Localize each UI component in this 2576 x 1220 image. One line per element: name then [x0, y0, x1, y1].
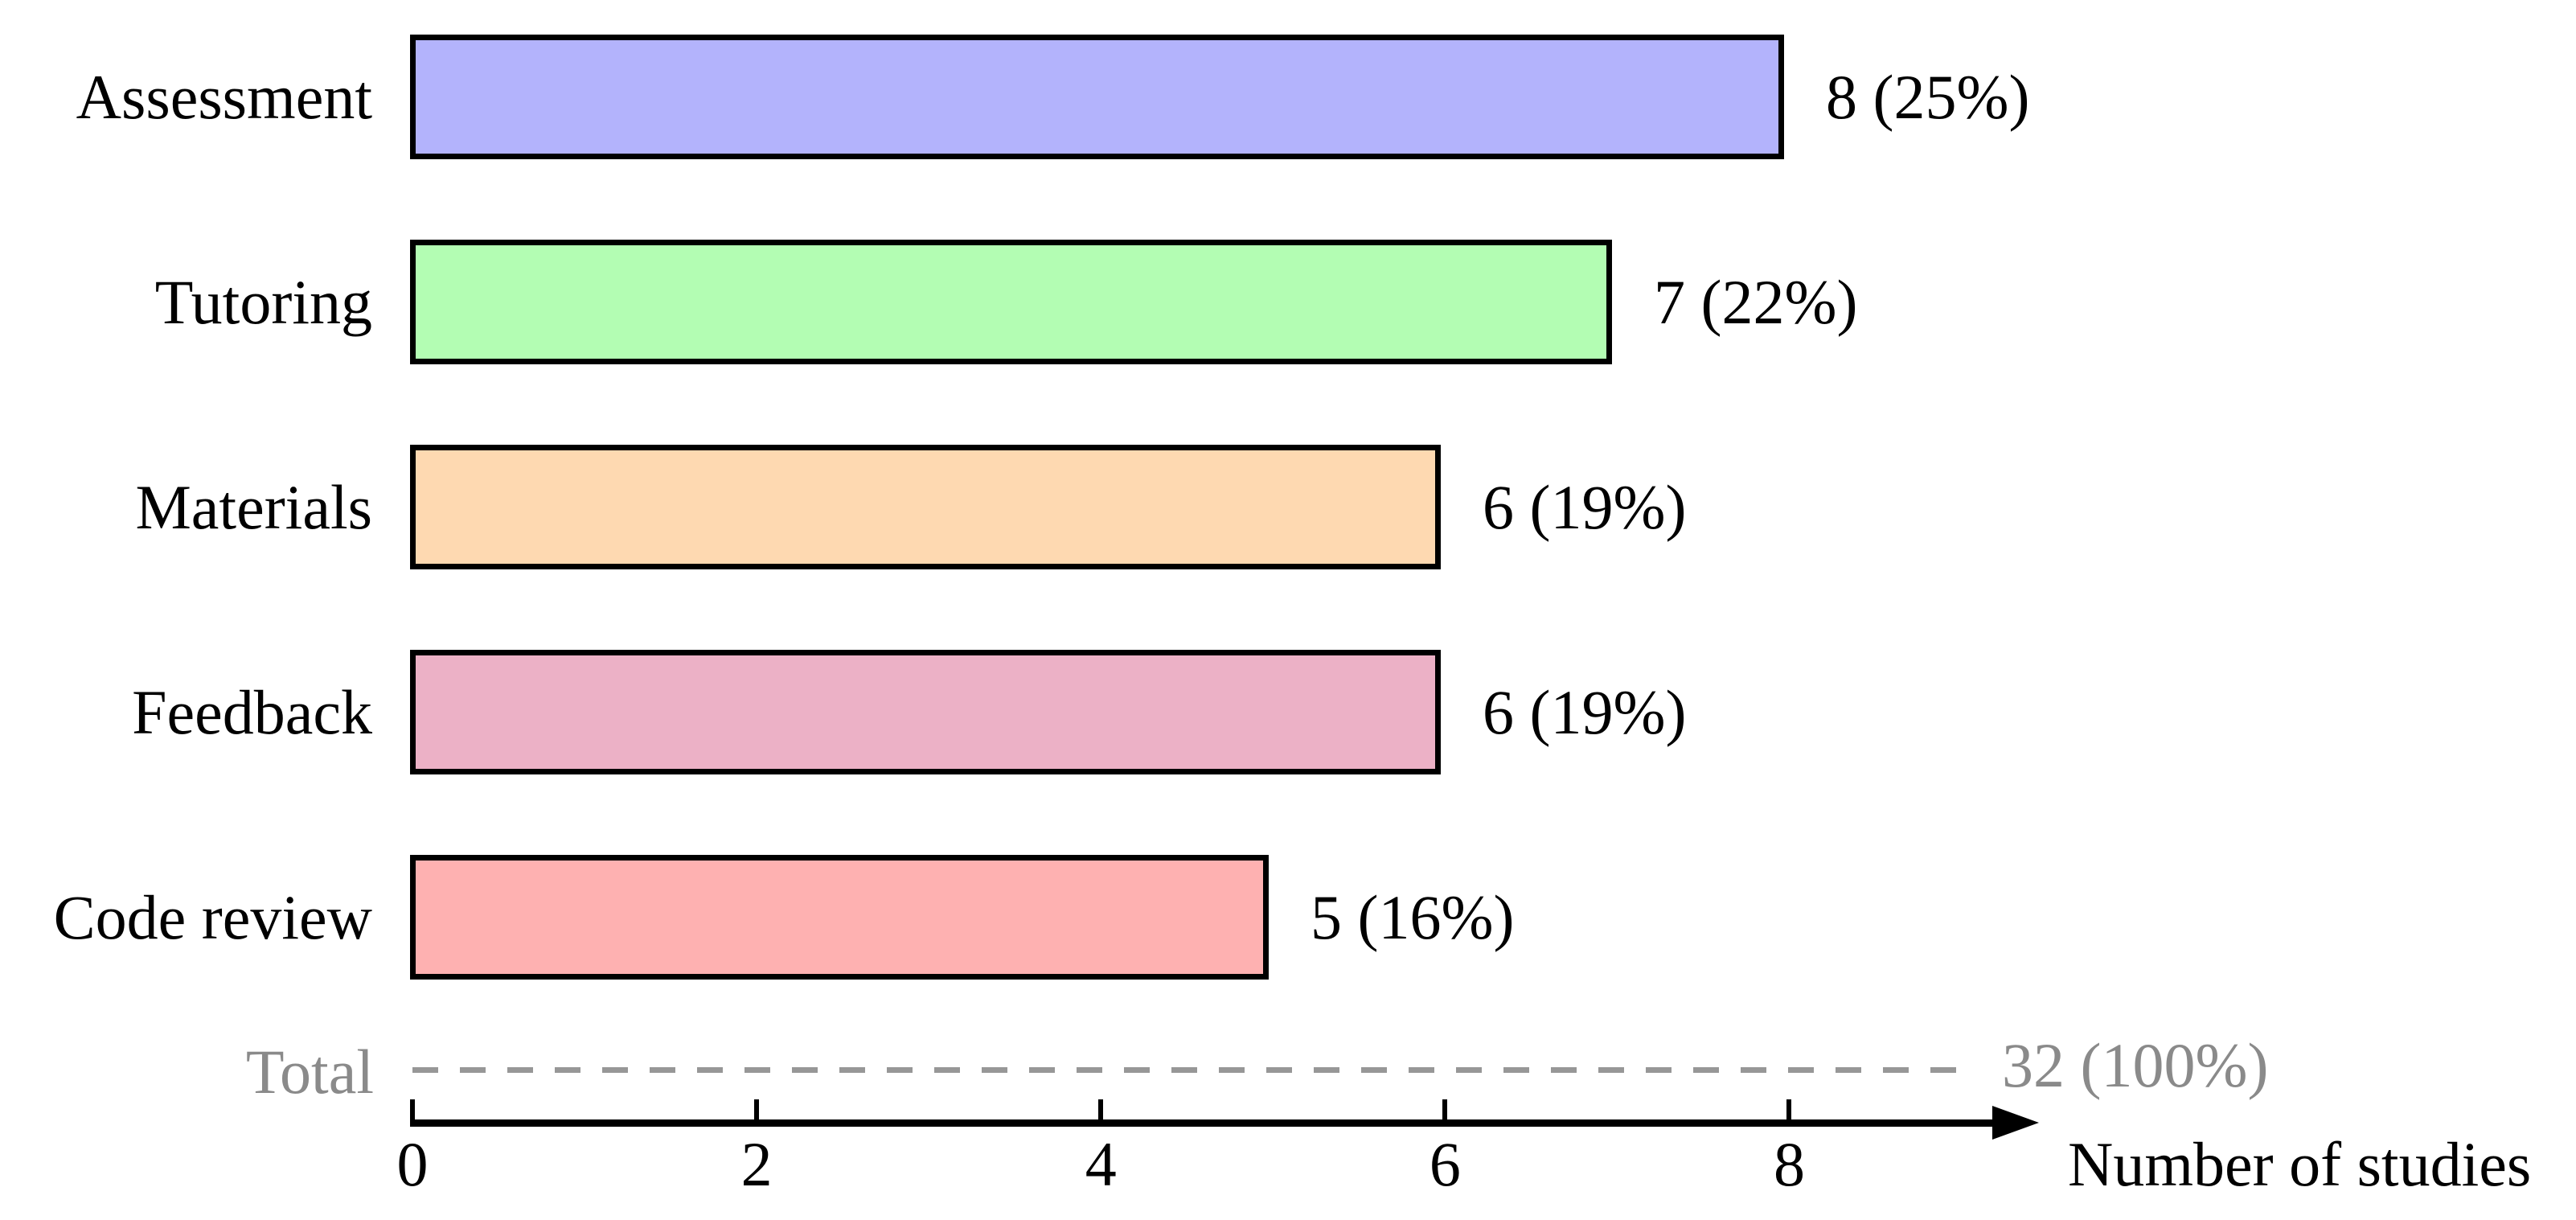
bar-row: Feedback 6 (19%): [0, 650, 2576, 774]
x-axis-tick-mark: [754, 1099, 760, 1119]
category-label: Feedback: [132, 676, 372, 747]
bar: [410, 445, 1441, 569]
x-axis-tick-label: 4: [1085, 1129, 1117, 1199]
x-axis-title: Number of studies: [2068, 1129, 2532, 1199]
bar-row: Tutoring 7 (22%): [0, 240, 2576, 364]
total-value-label: 32 (100%): [2002, 1030, 2269, 1100]
x-axis-line: [410, 1119, 1994, 1127]
value-label: 6 (19%): [1483, 676, 1687, 747]
total-dashed-line: [412, 1067, 1960, 1073]
bar-row: Code review 5 (16%): [0, 855, 2576, 980]
x-axis-tick-label: 0: [396, 1129, 429, 1199]
total-label: Total: [245, 1037, 374, 1107]
bar: [410, 650, 1441, 774]
x-axis-tick-mark: [1786, 1099, 1792, 1119]
x-axis-tick-mark: [1098, 1099, 1104, 1119]
value-label: 6 (19%): [1483, 471, 1687, 542]
category-label: Assessment: [76, 61, 372, 132]
bar: [410, 35, 1784, 159]
value-label: 5 (16%): [1311, 881, 1515, 952]
bar: [410, 240, 1612, 364]
value-label: 7 (22%): [1654, 266, 1858, 337]
x-axis-tick-label: 8: [1773, 1129, 1805, 1199]
bar-row: Assessment 8 (25%): [0, 35, 2576, 159]
x-axis-arrowhead-icon: [1992, 1106, 2039, 1140]
bar-row: Materials 6 (19%): [0, 445, 2576, 569]
x-axis-tick-mark: [410, 1099, 415, 1119]
x-axis-tick-label: 2: [740, 1129, 773, 1199]
category-label: Code review: [53, 881, 372, 952]
category-label: Tutoring: [154, 266, 372, 337]
x-axis-tick-mark: [1442, 1099, 1448, 1119]
x-axis-tick-label: 6: [1429, 1129, 1461, 1199]
category-label: Materials: [135, 471, 372, 542]
bar: [410, 855, 1269, 980]
value-label: 8 (25%): [1826, 61, 2030, 132]
